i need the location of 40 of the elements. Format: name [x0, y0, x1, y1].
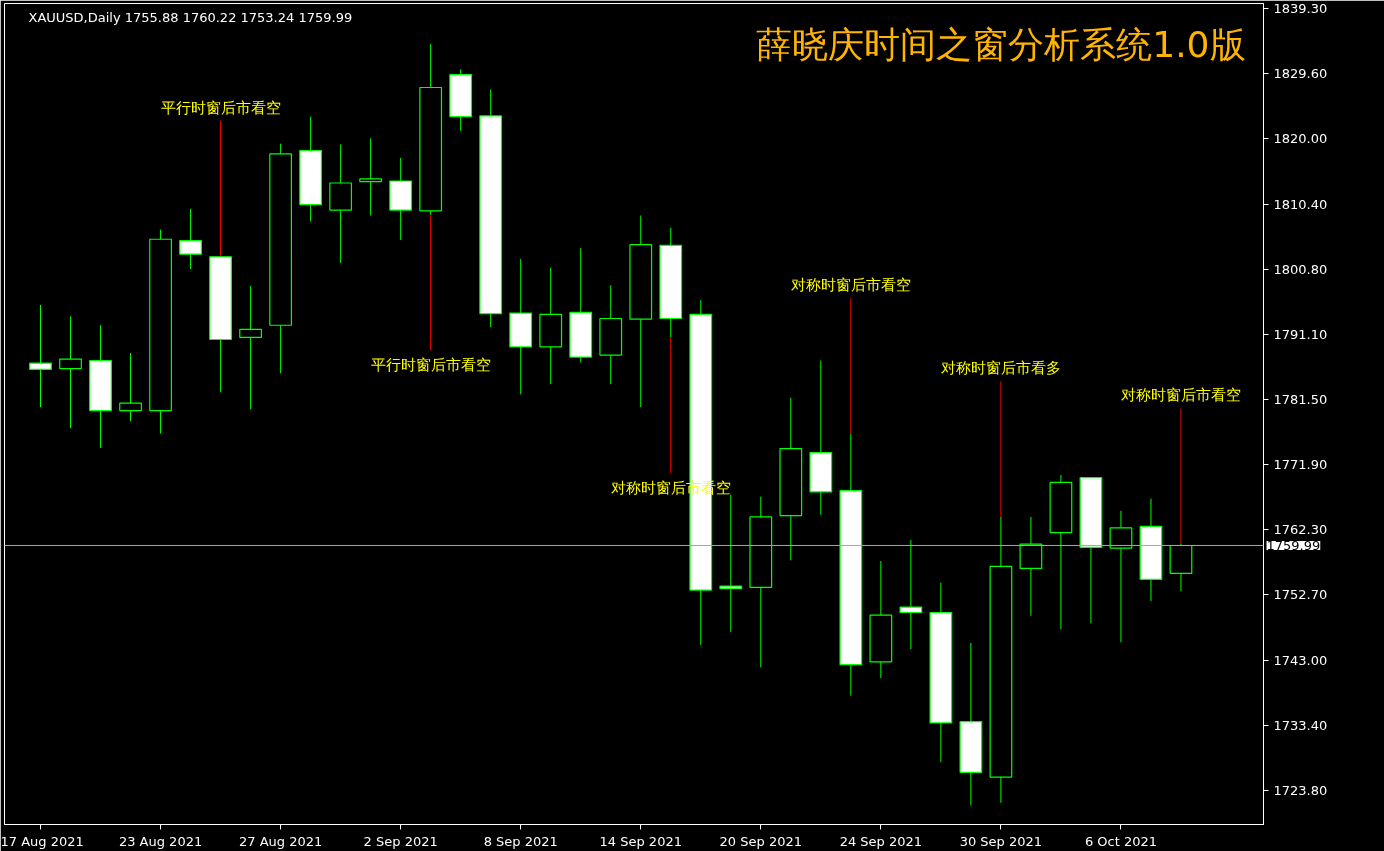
candlestick — [59, 315, 82, 429]
x-tick-label: 17 Aug 2021 — [0, 833, 84, 849]
text: 对称时窗后市看多 — [940, 359, 1061, 378]
text: 薛晓庆时间之窗分析系统1.0版 — [756, 23, 1246, 65]
candlestick — [359, 137, 383, 217]
x-tick-label: 20 Sep 2021 — [719, 833, 803, 849]
ref-line-label: 1759.99 — [1266, 537, 1321, 553]
x-tick-label: 27 Aug 2021 — [238, 833, 323, 849]
text: XAUUSD,Daily 1755.88 1760.22 1753.24 1759.99 — [28, 9, 353, 25]
x-tick-label: 24 Sep 2021 — [839, 833, 923, 849]
y-tick-label: 1743.00 — [1273, 653, 1328, 669]
text: 平行时窗后市看空 — [160, 98, 281, 117]
x-tick-label: 2 Sep 2021 — [363, 833, 438, 849]
candlestick — [719, 494, 743, 633]
y-tick-label: 1800.80 — [1273, 261, 1328, 277]
y-tick-label: 1829.60 — [1273, 66, 1328, 82]
candlestick — [29, 304, 52, 408]
y-tick-label: 1810.40 — [1273, 196, 1328, 212]
candlestick — [179, 208, 202, 270]
x-tick-label: 23 Aug 2021 — [118, 833, 203, 849]
text: 对称时窗后市看空 — [790, 276, 911, 295]
candlestick — [119, 352, 142, 422]
candlestick — [239, 285, 262, 410]
y-tick-label: 1839.30 — [1273, 0, 1328, 16]
y-tick-label: 1762.30 — [1273, 522, 1328, 538]
x-tick-label: 8 Sep 2021 — [483, 833, 558, 849]
y-tick-label: 1791.10 — [1273, 327, 1328, 343]
y-tick-label: 1752.70 — [1273, 587, 1328, 603]
y-tick-label: 1771.90 — [1273, 457, 1328, 473]
y-tick-label: 1781.50 — [1273, 392, 1328, 408]
candlestick — [1109, 510, 1133, 643]
y-tick-label: 1723.80 — [1273, 783, 1328, 799]
candlestick — [899, 539, 923, 650]
y-tick-label: 1820.00 — [1273, 131, 1328, 147]
x-tick-label: 30 Sep 2021 — [959, 833, 1043, 849]
x-tick-label: 14 Sep 2021 — [599, 833, 682, 849]
text: 平行时窗后市看空 — [370, 356, 491, 375]
y-tick-label: 1733.40 — [1273, 718, 1328, 734]
text: 对称时窗后市看空 — [1120, 386, 1241, 405]
x-tick-label: 6 Oct 2021 — [1084, 833, 1157, 849]
